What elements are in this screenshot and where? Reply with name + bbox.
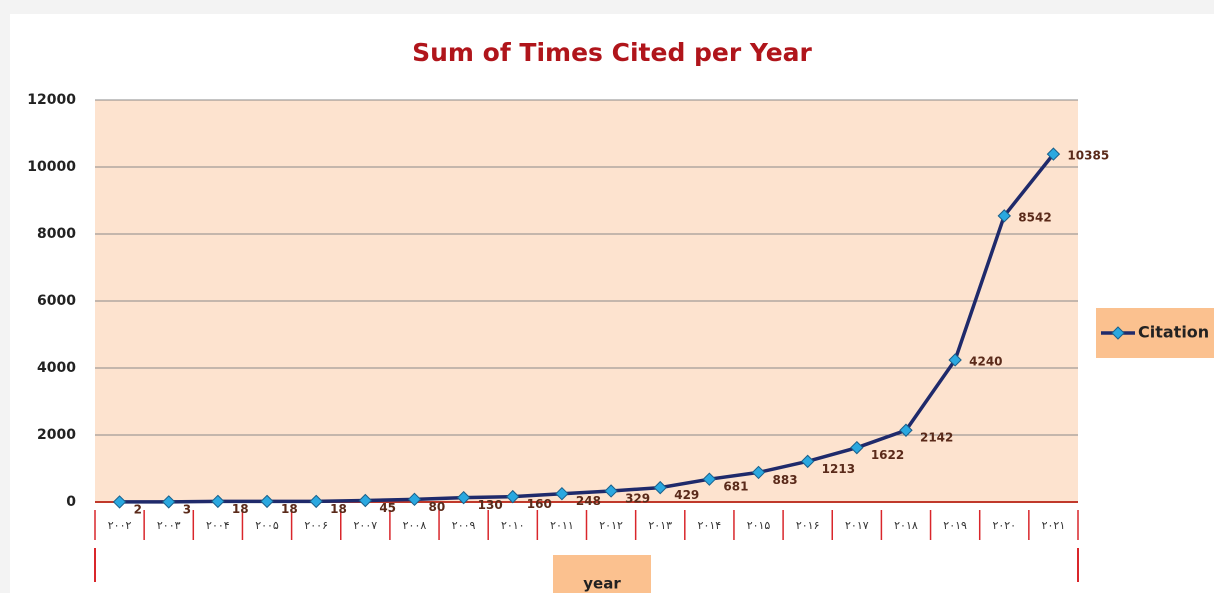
data-label: 681	[723, 480, 748, 494]
data-point	[702, 472, 717, 486]
x-tick-label: ۲۰۱۴	[698, 519, 722, 532]
data-label: 160	[527, 497, 552, 511]
legend-label: Citation	[1138, 323, 1209, 342]
x-tick-label: ۲۰۱۶	[796, 519, 820, 532]
x-axis-label: year	[583, 575, 621, 593]
x-tick-label: ۲۰۱۸	[894, 519, 918, 532]
data-label: 248	[576, 494, 601, 508]
x-tick-label: ۲۰۱۵	[747, 519, 771, 532]
data-label: 18	[232, 502, 249, 516]
data-label: 18	[330, 502, 347, 516]
data-point	[358, 493, 373, 508]
data-label: 2	[134, 502, 142, 516]
y-tick-label: 6000	[37, 293, 76, 309]
data-point	[948, 353, 962, 367]
chart-title: Sum of Times Cited per Year	[412, 38, 812, 67]
x-tick-label: ۲۰۱۷	[845, 519, 869, 532]
data-label: 4240	[969, 354, 1002, 368]
data-point	[506, 489, 520, 504]
data-point	[751, 465, 766, 480]
x-tick-label: ۲۰۰۳	[157, 519, 181, 532]
data-point	[899, 423, 913, 437]
x-tick-label: ۲۰۰۸	[403, 519, 427, 532]
x-label-box	[553, 555, 651, 593]
legend-marker	[1111, 326, 1125, 340]
y-tick-label: 0	[66, 494, 76, 510]
x-tick-label: ۲۰۰۷	[354, 519, 378, 532]
y-tick-label: 8000	[37, 226, 76, 242]
data-point	[555, 486, 569, 501]
data-label: 18	[281, 502, 298, 516]
x-tick-label: ۲۰۱۲	[599, 519, 623, 532]
y-tick-label: 4000	[37, 360, 76, 376]
x-tick-label: ۲۰۰۵	[255, 519, 279, 532]
data-label: 883	[773, 473, 798, 487]
data-point	[997, 209, 1011, 223]
x-tick-label: ۲۰۱۳	[648, 519, 672, 532]
y-tick-label: 10000	[27, 159, 76, 175]
data-point	[653, 480, 667, 495]
data-label: 1213	[822, 462, 855, 476]
x-tick-label: ۲۰۱۹	[943, 519, 967, 532]
data-label: 130	[478, 498, 503, 512]
data-point	[260, 494, 274, 509]
data-label: 45	[379, 501, 396, 515]
y-tick-label: 12000	[27, 92, 76, 108]
data-label: 2142	[920, 431, 953, 445]
data-point	[162, 495, 176, 509]
data-label: 80	[428, 500, 445, 514]
x-tick-label: ۲۰۰۴	[206, 519, 230, 532]
x-tick-label: ۲۰۱۰	[501, 519, 525, 532]
y-tick-label: 2000	[37, 427, 76, 443]
data-label: 429	[674, 488, 699, 502]
series-line	[119, 153, 1055, 504]
data-point	[850, 440, 864, 455]
data-label: 1622	[871, 448, 904, 462]
x-tick-label: ۲۰۰۲	[108, 519, 132, 532]
x-tick-label: ۲۰۲۱	[1042, 519, 1066, 532]
data-point	[456, 490, 471, 505]
data-point	[800, 454, 815, 469]
x-tick-label: ۲۰۰۹	[452, 519, 476, 532]
data-label: 10385	[1067, 149, 1109, 163]
data-point	[1046, 147, 1061, 161]
data-point	[407, 492, 422, 507]
x-tick-label: ۲۰۱۱	[550, 519, 574, 532]
data-label: 3	[183, 502, 191, 516]
data-label: 8542	[1018, 210, 1051, 224]
x-tick-label: ۲۰۰۶	[304, 519, 328, 532]
x-tick-label: ۲۰۲۰	[992, 519, 1016, 532]
data-point	[112, 495, 127, 509]
data-point	[604, 484, 618, 498]
data-point	[309, 494, 323, 509]
data-point	[211, 494, 225, 509]
data-label: 329	[625, 491, 650, 505]
